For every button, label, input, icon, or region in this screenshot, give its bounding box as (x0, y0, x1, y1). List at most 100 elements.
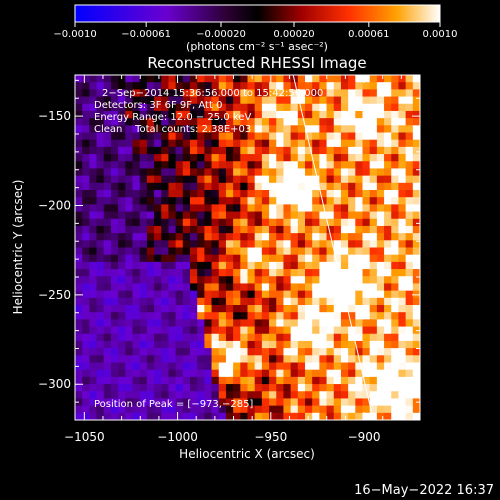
heatmap-cell (82, 211, 90, 220)
heatmap-cell (297, 369, 306, 378)
heatmap-cell (261, 125, 270, 133)
heatmap-cell (348, 326, 356, 335)
heatmap-cell (297, 139, 306, 148)
heatmap-cell (384, 384, 392, 392)
heatmap-cell (269, 110, 277, 119)
heatmap-cell (247, 333, 256, 342)
heatmap-cell (326, 398, 335, 407)
heatmap-cell (384, 175, 392, 184)
heatmap-cell (125, 82, 133, 90)
heatmap-cell (405, 269, 414, 277)
heatmap-cell (297, 319, 306, 327)
heatmap-cell (261, 319, 270, 327)
heatmap-cell (146, 218, 155, 227)
heatmap-cell (319, 103, 327, 112)
heatmap-cell (247, 312, 256, 320)
heatmap-cell (204, 96, 212, 105)
heatmap-cell (125, 376, 133, 385)
heatmap-cell (225, 197, 234, 205)
heatmap-cell (340, 139, 349, 148)
heatmap-cell (412, 384, 420, 392)
heatmap-cell (240, 125, 248, 133)
heatmap-cell (362, 125, 371, 133)
heatmap-cell (240, 369, 248, 378)
heatmap-cell (391, 405, 399, 414)
heatmap-cell (247, 297, 256, 306)
heatmap-cell (398, 190, 407, 198)
heatmap-cell (384, 75, 392, 83)
heatmap-cell (276, 139, 284, 148)
heatmap-cell (326, 103, 335, 112)
heatmap-cell (89, 103, 97, 112)
heatmap-cell (75, 312, 83, 320)
heatmap-cell (154, 269, 162, 277)
heatmap-cell (146, 197, 155, 205)
heatmap-cell (254, 240, 263, 248)
heatmap-cell (89, 276, 97, 284)
heatmap-cell (376, 182, 385, 191)
heatmap-cell (405, 376, 414, 385)
heatmap-cell (326, 326, 335, 335)
heatmap-cell (103, 340, 112, 349)
heatmap-cell (340, 168, 349, 177)
heatmap-cell (190, 369, 198, 378)
heatmap-cell (384, 132, 392, 141)
heatmap-cell (161, 154, 169, 162)
heatmap-cell (118, 197, 126, 205)
heatmap-cell (348, 312, 356, 320)
heatmap-cell (225, 326, 234, 335)
heatmap-cell (398, 96, 407, 105)
heatmap-cell (340, 312, 349, 320)
heatmap-cell (82, 412, 90, 420)
heatmap-cell (290, 391, 299, 399)
heatmap-cell (412, 412, 420, 420)
heatmap-cell (326, 89, 335, 97)
heatmap-cell (247, 348, 256, 356)
heatmap-cell (376, 297, 385, 306)
heatmap-cell (125, 340, 133, 349)
heatmap-cell (269, 75, 277, 83)
heatmap-cell (182, 233, 191, 241)
heatmap-cell (340, 161, 349, 169)
heatmap-cell (326, 305, 335, 313)
heatmap-cell (384, 103, 392, 112)
heatmap-cell (283, 384, 292, 392)
heatmap-cell (154, 398, 162, 407)
heatmap-cell (82, 312, 90, 320)
heatmap-cell (312, 297, 320, 306)
heatmap-cell (269, 118, 277, 126)
heatmap-cell (355, 161, 363, 169)
heatmap-cell (405, 355, 414, 363)
heatmap-cell (405, 254, 414, 263)
heatmap-cell (139, 405, 148, 414)
heatmap-cell (348, 384, 356, 392)
heatmap-cell (412, 125, 420, 133)
heatmap-cell (211, 269, 220, 277)
heatmap-cell (204, 261, 212, 270)
heatmap-cell (154, 355, 162, 363)
heatmap-cell (247, 96, 256, 105)
heatmap-cell (269, 412, 277, 420)
heatmap-cell (254, 96, 263, 105)
heatmap-cell (75, 96, 83, 105)
heatmap-cell (82, 233, 90, 241)
heatmap-cell (247, 290, 256, 299)
heatmap-cell (319, 89, 327, 97)
heatmap-cell (75, 391, 83, 399)
heatmap-cell (297, 240, 306, 248)
heatmap-cell (283, 175, 292, 184)
heatmap-cell (412, 391, 420, 399)
heatmap-cell (233, 319, 241, 327)
heatmap-cell (326, 118, 335, 126)
heatmap-cell (333, 168, 342, 177)
heatmap-cell (139, 132, 148, 141)
heatmap-cell (412, 376, 420, 385)
heatmap-cell (175, 190, 184, 198)
heatmap-cell (333, 146, 342, 155)
heatmap-cell (118, 132, 126, 141)
heatmap-cell (297, 362, 306, 371)
heatmap-cell (269, 182, 277, 191)
heatmap-cell (254, 247, 263, 256)
heatmap-cell (269, 139, 277, 148)
heatmap-cell (204, 110, 212, 119)
